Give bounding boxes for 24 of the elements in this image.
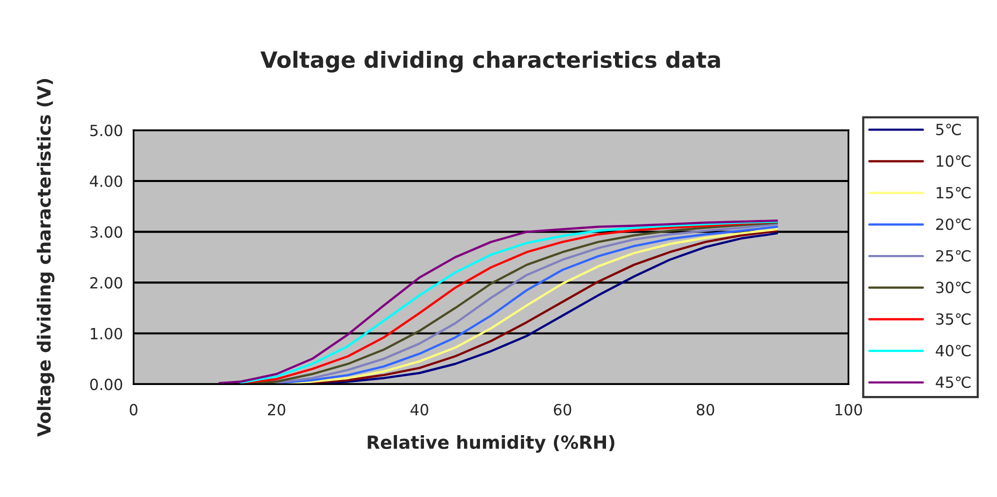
legend-label: 40℃ <box>936 344 971 356</box>
y-tick-label: 3.00 <box>90 226 122 238</box>
x-axis-title: Relative humidity (%RH) <box>368 435 614 453</box>
y-tick-label: 4.00 <box>90 175 122 188</box>
y-tick-label: 2.00 <box>90 277 122 289</box>
legend-label: 10℃ <box>936 155 971 167</box>
y-axis-title: Voltage dividing characteristics (V) <box>36 79 54 437</box>
x-tick-label: 100 <box>836 404 862 416</box>
legend-label: 35℃ <box>936 313 971 325</box>
legend-label: 25℃ <box>936 250 971 262</box>
x-tick-label: 40 <box>410 404 428 416</box>
y-tick-label: 1.00 <box>90 328 122 340</box>
y-tick-label: 5.00 <box>90 124 122 136</box>
x-tick-label: 20 <box>268 404 286 416</box>
legend-label: 45℃ <box>936 376 971 388</box>
chart-title: Voltage dividing characteristics data <box>260 50 720 73</box>
legend-label: 30℃ <box>936 282 971 294</box>
legend-label: 5℃ <box>936 124 961 136</box>
legend-label: 15℃ <box>936 186 971 198</box>
x-tick-label: 60 <box>554 404 572 416</box>
x-tick-label: 80 <box>696 404 714 416</box>
legend-label: 20℃ <box>936 218 971 230</box>
x-tick-label: 0 <box>130 404 138 416</box>
y-tick-label: 0.00 <box>90 378 122 390</box>
